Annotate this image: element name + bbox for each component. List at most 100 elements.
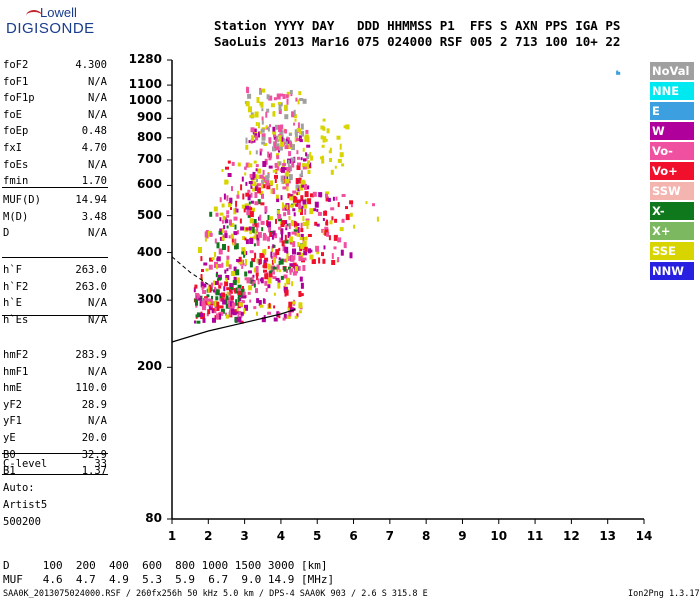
echo-point: [298, 202, 302, 209]
echo-point: [309, 152, 312, 157]
echo-point: [330, 169, 334, 175]
echo-point: [302, 265, 306, 271]
echo-point: [300, 222, 303, 229]
echo-point: [325, 196, 329, 202]
echo-point: [251, 135, 255, 142]
echo-point: [221, 292, 225, 298]
echo-point: [282, 202, 284, 209]
echo-point: [300, 228, 304, 233]
echo-point: [225, 297, 228, 304]
param-name: yF1: [3, 415, 22, 428]
echo-point: [217, 274, 222, 280]
echo-point: [318, 257, 321, 264]
echo-point: [196, 312, 201, 316]
echo-point: [265, 288, 268, 292]
echo-point: [268, 165, 273, 169]
echo-point: [256, 226, 259, 232]
echo-point: [278, 257, 281, 261]
echo-point: [230, 233, 234, 239]
echo-point: [229, 283, 234, 287]
echo-point: [241, 265, 244, 269]
echo-point: [349, 252, 353, 259]
echo-point: [239, 218, 242, 224]
echo-point: [253, 235, 257, 240]
echo-point: [227, 160, 231, 164]
echo-point: [257, 168, 262, 174]
echo-point: [274, 138, 277, 143]
echo-point: [304, 183, 307, 190]
echo-point: [245, 259, 247, 265]
echo-point: [261, 120, 264, 125]
x-tick-label: 9: [458, 529, 467, 543]
echo-point: [296, 265, 301, 271]
echo-point: [281, 240, 285, 247]
echo-point: [233, 302, 238, 306]
echo-point: [257, 278, 260, 285]
echo-point: [226, 214, 230, 218]
param-yf2: yF2 28.9: [3, 397, 107, 413]
legend-item-nne: NNE: [650, 82, 694, 100]
echo-point: [242, 286, 244, 290]
echo-point: [236, 277, 240, 284]
echo-point: [296, 192, 299, 196]
echo-point: [304, 246, 308, 252]
echo-point: [304, 134, 309, 140]
echo-point: [277, 279, 281, 283]
echo-point: [307, 162, 312, 167]
echo-point: [256, 298, 260, 304]
echo-point: [280, 175, 283, 182]
param-he: h`E N/A: [3, 295, 107, 311]
echo-point: [254, 201, 259, 206]
echo-point: [272, 230, 276, 236]
echo-point: [225, 314, 229, 319]
legend-item-x: X-: [650, 202, 694, 220]
echo-point: [293, 212, 296, 217]
echo-point: [296, 200, 301, 203]
echo-point: [214, 251, 216, 257]
echo-point: [225, 275, 230, 280]
echo-point: [284, 171, 289, 177]
param-hes: h`Es N/A: [3, 312, 107, 328]
echo-point: [285, 183, 289, 187]
echo-point: [260, 202, 265, 206]
echo-point: [292, 271, 297, 276]
echo-point: [260, 220, 265, 225]
echo-point: [281, 220, 286, 226]
echo-point: [205, 268, 209, 272]
echo-point: [326, 128, 330, 134]
echo-point: [206, 294, 210, 298]
param-value: N/A: [88, 415, 107, 428]
echo-point: [309, 254, 314, 260]
echo-point: [218, 248, 223, 255]
echo-point: [236, 317, 240, 322]
echo-point: [311, 259, 316, 264]
echo-point: [337, 202, 340, 208]
echo-point: [339, 227, 344, 232]
echo-point: [278, 104, 282, 111]
echo-point: [214, 286, 217, 291]
echo-point: [281, 175, 284, 181]
echo-point: [234, 238, 237, 245]
echo-point: [258, 300, 262, 306]
x-tick-label: 5: [313, 529, 322, 543]
echo-point: [258, 122, 260, 129]
echo-point: [282, 186, 287, 190]
echo-point: [326, 231, 330, 237]
echo-point: [249, 211, 254, 218]
echo-point: [286, 98, 289, 105]
echo-point: [263, 260, 267, 263]
echo-point: [200, 315, 204, 320]
param-fxi: fxI 4.70: [3, 140, 107, 156]
echo-point: [329, 220, 333, 225]
echo-point: [306, 144, 311, 148]
param-fof1p: foF1p N/A: [3, 90, 107, 106]
echo-point: [325, 138, 328, 142]
echo-point: [302, 147, 305, 152]
echo-point: [262, 161, 267, 167]
echo-point: [298, 209, 302, 213]
echo-point: [255, 135, 259, 141]
echo-point: [237, 313, 240, 317]
x-tick-label: 8: [421, 529, 431, 543]
echo-point: [245, 137, 248, 144]
echo-point: [289, 194, 294, 199]
